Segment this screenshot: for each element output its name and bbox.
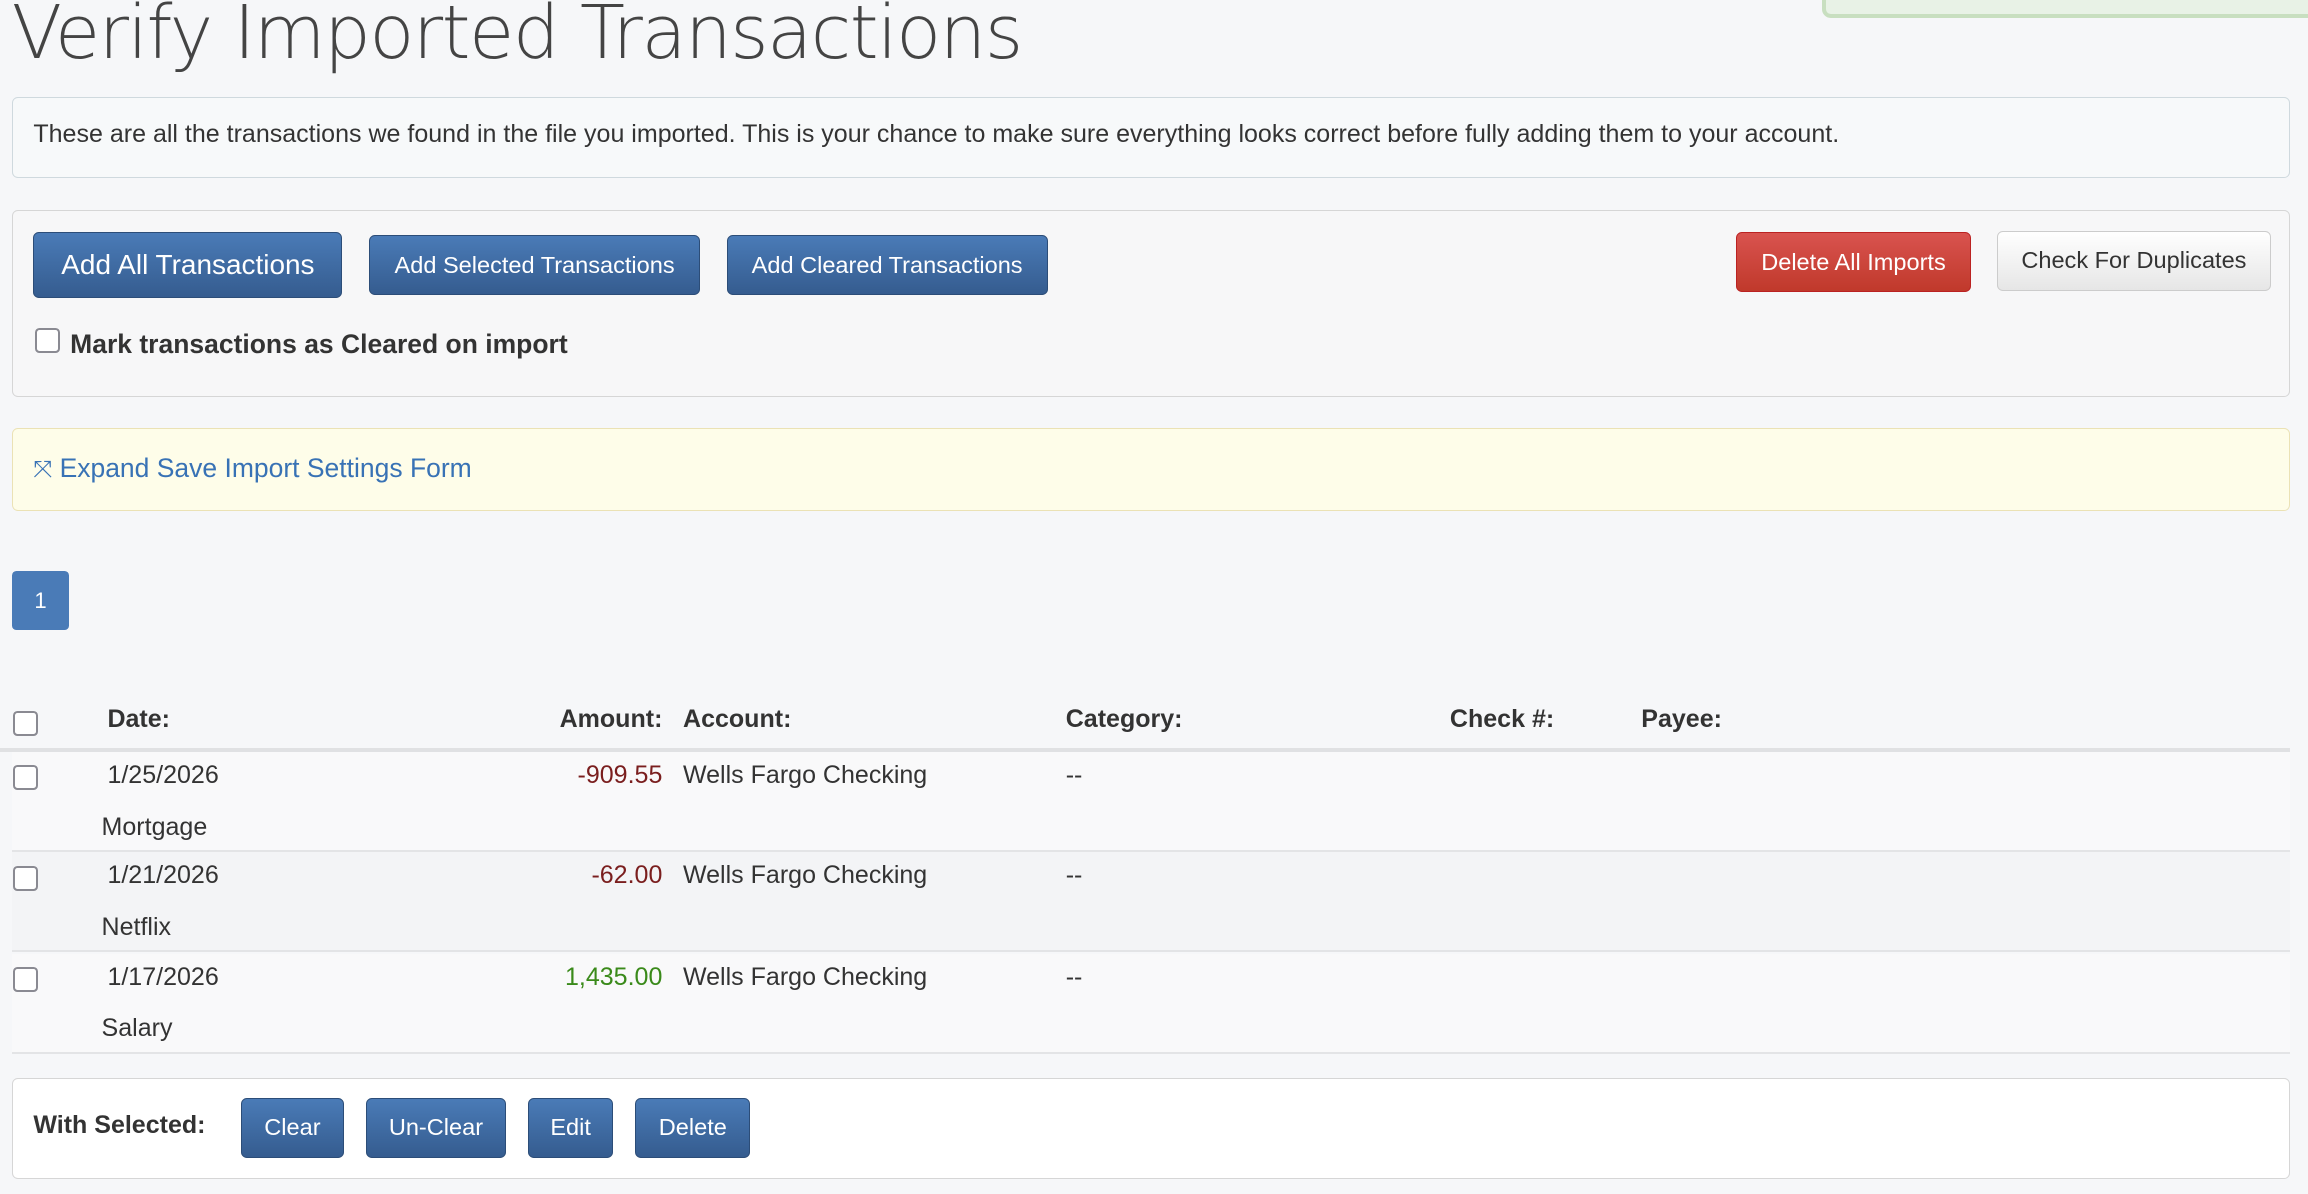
row-amount: 1,435.00 xyxy=(564,962,663,991)
success-alert xyxy=(1822,0,2308,18)
bulk-actions-panel: With Selected: Clear Un-Clear Edit Delet… xyxy=(11,1077,2291,1180)
row-date: 1/21/2026 xyxy=(107,861,219,890)
header-category: Category: xyxy=(1065,705,1183,734)
add-all-transactions-button[interactable]: Add All Transactions xyxy=(33,232,343,299)
with-selected-label: With Selected: xyxy=(33,1110,206,1139)
row-checkbox[interactable] xyxy=(13,865,39,891)
table-row[interactable]: 1/17/2026 1,435.00 Wells Fargo Checking … xyxy=(11,953,2291,1054)
table-row[interactable]: 1/21/2026 -62.00 Wells Fargo Checking --… xyxy=(11,852,2291,953)
clear-button[interactable]: Clear xyxy=(240,1097,344,1158)
mark-cleared-label: Mark transactions as Cleared on import xyxy=(70,329,568,360)
expand-settings-label: Expand Save Import Settings Form xyxy=(59,452,472,483)
table-row[interactable]: 1/25/2026 -909.55 Wells Fargo Checking -… xyxy=(11,752,2291,853)
page-1-button[interactable]: 1 xyxy=(11,571,70,630)
row-checkbox[interactable] xyxy=(13,765,39,791)
row-account: Wells Fargo Checking xyxy=(682,761,928,790)
edit-button[interactable]: Edit xyxy=(527,1097,614,1158)
header-amount: Amount: xyxy=(559,705,663,734)
row-description: Mortgage xyxy=(101,812,208,841)
header-payee: Payee: xyxy=(1641,705,1722,734)
row-category: -- xyxy=(1065,761,1083,790)
row-date: 1/25/2026 xyxy=(107,761,219,790)
header-date: Date: xyxy=(107,705,171,734)
add-selected-transactions-button[interactable]: Add Selected Transactions xyxy=(368,235,701,296)
info-box: These are all the transactions we found … xyxy=(11,97,2291,179)
select-all-checkbox[interactable] xyxy=(13,710,39,736)
header-account: Account: xyxy=(683,705,792,734)
page-title: Verify Imported Transactions xyxy=(11,0,1023,77)
row-account: Wells Fargo Checking xyxy=(682,962,928,991)
delete-button[interactable]: Delete xyxy=(635,1097,751,1158)
import-settings-box: ⤧ Expand Save Import Settings Form xyxy=(11,428,2291,511)
row-amount: -62.00 xyxy=(591,861,663,890)
check-for-duplicates-button[interactable]: Check For Duplicates xyxy=(1997,230,2271,291)
delete-all-imports-button[interactable]: Delete All Imports xyxy=(1736,232,1971,293)
expand-settings-link[interactable]: ⤧ Expand Save Import Settings Form xyxy=(33,453,471,484)
row-date: 1/17/2026 xyxy=(107,962,219,991)
mark-cleared-checkbox[interactable] xyxy=(34,327,60,353)
unclear-button[interactable]: Un-Clear xyxy=(366,1097,506,1158)
row-amount: -909.55 xyxy=(577,761,663,790)
row-category: -- xyxy=(1065,861,1083,890)
row-category: -- xyxy=(1065,962,1083,991)
row-checkbox[interactable] xyxy=(13,967,39,993)
header-check-number: Check #: xyxy=(1449,705,1555,734)
row-account: Wells Fargo Checking xyxy=(682,861,928,890)
row-description: Salary xyxy=(101,1014,173,1043)
header-divider xyxy=(0,747,2291,753)
actions-panel: Add All Transactions Add Selected Transa… xyxy=(11,210,2291,398)
add-cleared-transactions-button[interactable]: Add Cleared Transactions xyxy=(726,235,1048,296)
expand-icon: ⤧ xyxy=(33,455,53,482)
row-description: Netflix xyxy=(101,912,172,941)
